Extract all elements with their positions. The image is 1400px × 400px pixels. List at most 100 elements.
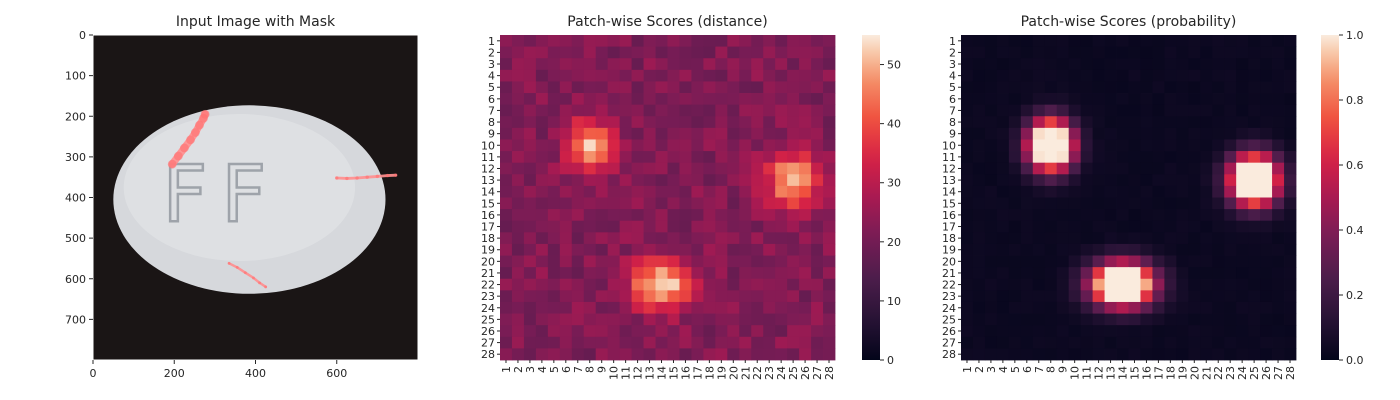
mask-point [375, 174, 380, 179]
heatmap-cell [715, 325, 728, 338]
heatmap-cell [972, 220, 986, 233]
heatmap-cell [1020, 81, 1034, 94]
heatmap-cell [703, 255, 716, 268]
heatmap-cell [500, 278, 513, 291]
heatmap-cell [523, 255, 537, 268]
heatmap-cell [751, 290, 764, 303]
x-tick-label: 17 [691, 366, 704, 380]
heatmap-cell [1236, 104, 1249, 117]
heatmap-cell [595, 162, 609, 175]
y-tick-label: 4 [488, 70, 495, 83]
heatmap-cell [1164, 267, 1177, 280]
heatmap-cell [739, 336, 752, 349]
heatmap-cell [547, 301, 561, 314]
heatmap-cell [643, 139, 656, 152]
heatmap-cell [751, 336, 764, 349]
heatmap-cell [1248, 290, 1261, 303]
heatmap-cell [691, 185, 704, 198]
heatmap-cell [1152, 278, 1165, 291]
heatmap-cell [1008, 336, 1022, 349]
heatmap-cell [763, 220, 776, 233]
heatmap-cell [1008, 35, 1022, 48]
heatmap-cell [655, 151, 668, 164]
heatmap-cell [1080, 267, 1093, 280]
heatmap-cell [535, 209, 549, 222]
heatmap-cell [595, 69, 609, 82]
heatmap-cell [972, 278, 986, 291]
heatmap-cell [1224, 278, 1237, 291]
x-tick-label: 200 [164, 367, 185, 380]
heatmap-cell [631, 104, 644, 117]
heatmap-cell [1068, 139, 1082, 152]
heatmap-cell [961, 81, 974, 94]
y-tick-label: 21 [942, 267, 956, 280]
heatmap-cell [1224, 81, 1237, 94]
heatmap-cell [1272, 139, 1285, 152]
heatmap-cell [751, 69, 764, 82]
heatmap-cell [523, 313, 537, 326]
heatmap-cell [972, 197, 986, 210]
heatmap-cell [679, 348, 692, 361]
heatmap-cell [607, 93, 621, 106]
heatmap-cell [523, 69, 537, 82]
heatmap-cell [667, 69, 680, 82]
heatmap-cell [1260, 35, 1273, 48]
heatmap-cell [595, 58, 609, 71]
heatmap-cell [1080, 81, 1093, 94]
heatmap-cell [667, 151, 680, 164]
heatmap-cell [1272, 197, 1285, 210]
heatmap-cell [996, 81, 1010, 94]
heatmap-cell [1092, 69, 1105, 82]
heatmap-cell [1164, 325, 1177, 338]
heatmap-cell [811, 151, 824, 164]
heatmap-cell [607, 313, 621, 326]
heatmap-cell [1128, 151, 1141, 164]
heatmap-cell [1212, 139, 1225, 152]
heatmap-cell [547, 348, 561, 361]
heatmap-cell [1176, 104, 1189, 117]
heatmap-cell [703, 243, 716, 256]
heatmap-cell [583, 290, 597, 303]
heatmap-cell [1200, 243, 1213, 256]
heatmap-cell [1200, 46, 1213, 59]
heatmap-cell [500, 232, 513, 245]
heatmap-cell [1056, 93, 1070, 106]
heatmap-cell [1080, 185, 1093, 198]
heatmap-cell [547, 58, 561, 71]
heatmap-cell [655, 232, 668, 245]
heatmap-cell [679, 313, 692, 326]
heatmap-cell [751, 139, 764, 152]
heatmap-cell [655, 278, 668, 291]
heatmap-cell [739, 325, 752, 338]
heatmap-cell [1284, 46, 1297, 59]
heatmap-cell [751, 313, 764, 326]
heatmap-cell [775, 151, 788, 164]
heatmap-cell [643, 197, 656, 210]
mask-point [235, 265, 239, 269]
heatmap-cell [823, 336, 836, 349]
heatmap-cell [1152, 151, 1165, 164]
heatmap-cell [559, 348, 573, 361]
y-tick-label: 23 [481, 290, 495, 303]
heatmap-cell [1248, 278, 1261, 291]
heatmap-cell [619, 35, 632, 48]
heatmap-cell [643, 174, 656, 187]
heatmap-cell [1092, 255, 1105, 268]
x-tick-label: 22 [751, 366, 764, 380]
heatmap-cell [1020, 278, 1034, 291]
heatmap-cell [691, 174, 704, 187]
heatmap-cell [679, 93, 692, 106]
heatmap-cell [523, 58, 537, 71]
heatmap-cell [523, 185, 537, 198]
heatmap-cell [1140, 93, 1153, 106]
y-tick-label: 400 [65, 192, 86, 205]
heatmap-cell [1044, 104, 1058, 117]
heatmap-cell [727, 278, 740, 291]
heatmap-cell [619, 58, 632, 71]
heatmap-cell [1068, 197, 1082, 210]
heatmap-cell [811, 162, 824, 175]
heatmap-cell [619, 151, 632, 164]
heatmap-cell [511, 325, 525, 338]
mask-point [195, 120, 204, 130]
